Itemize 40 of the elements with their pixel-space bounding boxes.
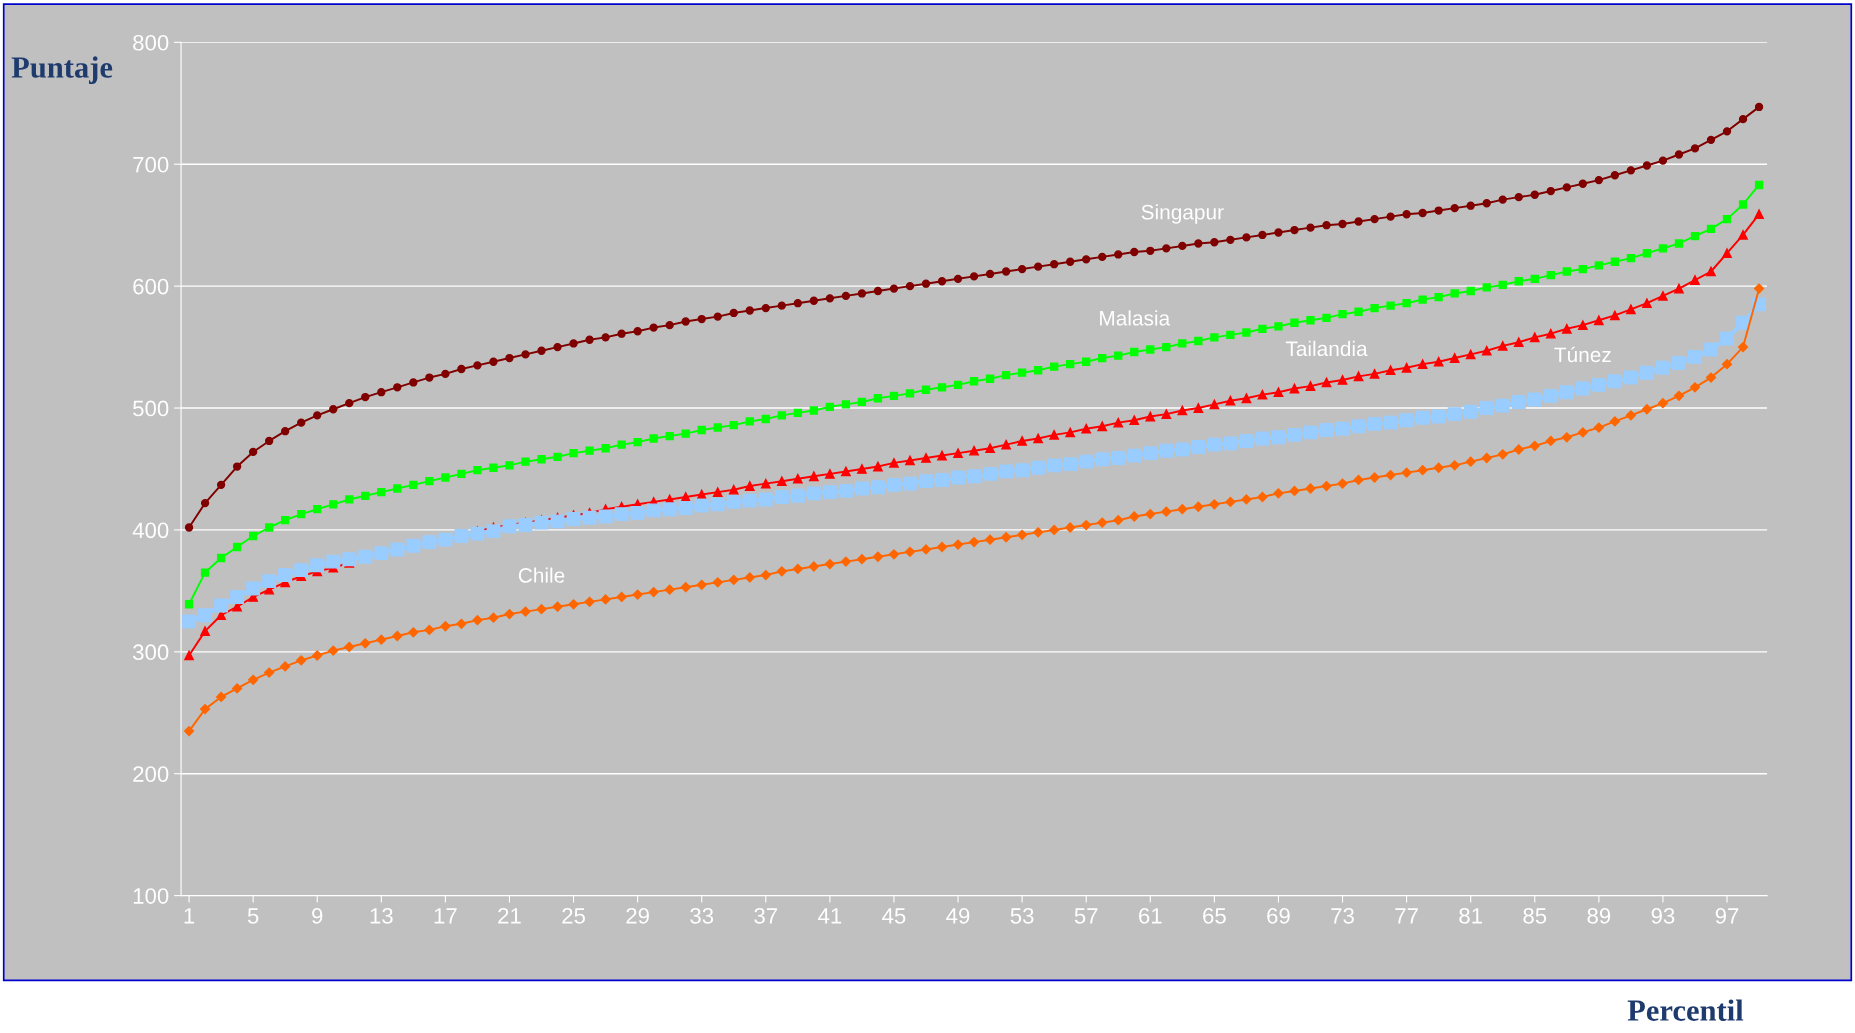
x-tick-label: 21	[498, 908, 521, 924]
x-tick-label: 33	[690, 908, 714, 924]
x-tick-label: 69	[1267, 908, 1290, 924]
y-tick-label: 200	[133, 766, 169, 782]
x-tick-label: 53	[1010, 908, 1034, 924]
y-axis-title: Puntaje	[11, 56, 113, 84]
x-tick-label: 97	[1715, 908, 1739, 924]
y-tick-label: 700	[133, 156, 169, 173]
x-axis-title: Percentil	[1627, 999, 1744, 1021]
x-tick-label: 9	[312, 908, 323, 924]
x-tick-label: 41	[818, 908, 842, 924]
x-tick-label: 17	[434, 908, 457, 924]
x-tick-label: 73	[1331, 908, 1354, 924]
series-label: Singapur	[1141, 204, 1224, 224]
y-tick-label: 800	[133, 34, 169, 51]
y-tick-label: 400	[132, 522, 169, 539]
y-tick-label: 100	[133, 888, 169, 904]
x-tick-label: 65	[1203, 908, 1226, 924]
series-label: Tailandia	[1285, 340, 1368, 357]
y-tick-label: 600	[133, 278, 169, 295]
x-tick-label: 49	[946, 908, 970, 924]
x-tick-label: 57	[1074, 908, 1098, 924]
x-tick-label: 29	[626, 908, 649, 924]
series-label: Túnez	[1554, 346, 1611, 363]
x-tick-label: 89	[1587, 908, 1611, 924]
series-label: Chile	[518, 567, 565, 583]
x-tick-label: 45	[882, 908, 906, 924]
x-tick-label: 37	[754, 908, 778, 924]
x-tick-label: 5	[247, 908, 259, 924]
x-tick-label: 61	[1139, 908, 1162, 924]
y-tick-label: 500	[133, 400, 169, 417]
x-tick-label: 93	[1651, 908, 1675, 924]
x-tick-label: 1	[184, 908, 195, 924]
x-tick-label: 13	[370, 908, 393, 924]
y-tick-label: 300	[133, 644, 169, 661]
x-tick-label: 25	[562, 908, 585, 924]
x-tick-label: 85	[1523, 908, 1547, 924]
x-tick-label: 77	[1395, 908, 1418, 924]
x-tick-label: 81	[1459, 908, 1482, 924]
series-label: Malasia	[1100, 310, 1171, 326]
